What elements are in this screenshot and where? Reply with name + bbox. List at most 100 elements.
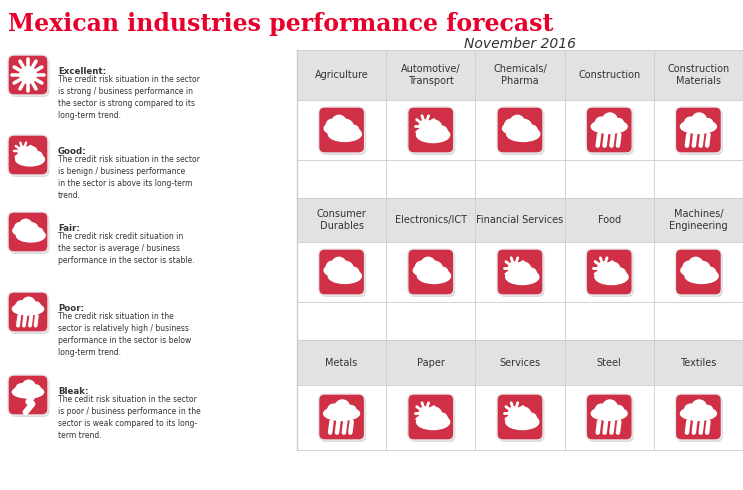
FancyBboxPatch shape (8, 135, 48, 175)
Circle shape (614, 406, 623, 416)
Circle shape (614, 268, 626, 279)
Circle shape (437, 268, 448, 278)
Bar (386, 198, 476, 242)
Circle shape (684, 117, 696, 129)
Bar (565, 340, 654, 385)
Ellipse shape (681, 120, 716, 133)
Circle shape (508, 407, 520, 419)
Circle shape (510, 115, 525, 129)
Bar (654, 100, 743, 160)
Ellipse shape (591, 120, 627, 133)
Circle shape (703, 406, 713, 416)
FancyBboxPatch shape (320, 396, 366, 442)
Text: Bleak:: Bleak: (58, 387, 88, 396)
FancyBboxPatch shape (408, 394, 454, 440)
Circle shape (519, 121, 529, 130)
FancyBboxPatch shape (499, 109, 545, 155)
FancyBboxPatch shape (499, 396, 545, 442)
Circle shape (504, 119, 516, 131)
Bar (476, 198, 565, 242)
Text: Excellent:: Excellent: (58, 67, 106, 76)
Text: Agriculture: Agriculture (315, 70, 369, 80)
Circle shape (603, 113, 617, 128)
Circle shape (510, 124, 522, 137)
Circle shape (331, 266, 344, 279)
Bar (476, 385, 565, 450)
FancyBboxPatch shape (675, 107, 721, 153)
FancyBboxPatch shape (8, 375, 48, 415)
Circle shape (436, 413, 447, 424)
FancyBboxPatch shape (319, 107, 365, 153)
Bar (476, 242, 565, 302)
FancyBboxPatch shape (10, 214, 50, 254)
Circle shape (525, 268, 536, 279)
Text: Financial Services: Financial Services (476, 215, 564, 225)
Circle shape (597, 267, 611, 280)
Bar (565, 50, 654, 100)
Text: The credit risk credit situation in
the sector is average / business
performance: The credit risk credit situation in the … (58, 232, 195, 265)
Ellipse shape (324, 122, 353, 135)
FancyBboxPatch shape (319, 394, 365, 440)
Bar (386, 340, 476, 385)
FancyBboxPatch shape (675, 249, 721, 295)
Circle shape (341, 121, 351, 130)
Circle shape (689, 257, 703, 271)
Circle shape (16, 384, 26, 394)
Ellipse shape (324, 407, 360, 420)
Circle shape (508, 262, 520, 274)
FancyBboxPatch shape (10, 57, 50, 97)
Circle shape (695, 261, 710, 277)
Text: Paper: Paper (417, 358, 445, 368)
Bar (297, 242, 386, 302)
Ellipse shape (595, 270, 628, 285)
FancyBboxPatch shape (320, 109, 366, 155)
Circle shape (346, 406, 356, 416)
Ellipse shape (681, 264, 710, 277)
Circle shape (421, 257, 435, 271)
FancyBboxPatch shape (8, 212, 48, 252)
Text: Fair:: Fair: (58, 224, 80, 233)
Circle shape (25, 223, 39, 237)
FancyBboxPatch shape (409, 396, 455, 442)
Ellipse shape (16, 229, 45, 242)
Ellipse shape (506, 415, 539, 430)
Text: Automotive/
Transport: Automotive/ Transport (401, 64, 461, 86)
Circle shape (516, 120, 532, 135)
Circle shape (595, 117, 607, 129)
Circle shape (415, 261, 427, 273)
FancyBboxPatch shape (408, 107, 454, 153)
FancyBboxPatch shape (8, 212, 48, 252)
Circle shape (335, 400, 350, 415)
Text: Electronics/ICT: Electronics/ICT (395, 215, 467, 225)
FancyBboxPatch shape (497, 249, 543, 295)
FancyBboxPatch shape (586, 107, 632, 153)
Bar (297, 50, 386, 100)
Circle shape (698, 263, 707, 272)
Bar (654, 385, 743, 450)
FancyBboxPatch shape (677, 109, 723, 155)
Circle shape (436, 126, 447, 137)
Circle shape (18, 150, 30, 162)
Text: Construction
Materials: Construction Materials (667, 64, 730, 86)
Ellipse shape (324, 264, 353, 277)
Circle shape (426, 120, 442, 136)
Bar (297, 385, 386, 450)
Circle shape (15, 222, 25, 233)
Ellipse shape (418, 269, 450, 283)
FancyBboxPatch shape (675, 107, 721, 153)
Circle shape (419, 412, 432, 425)
Text: Steel: Steel (597, 358, 622, 368)
Ellipse shape (685, 269, 718, 283)
FancyBboxPatch shape (319, 394, 365, 440)
Circle shape (328, 404, 340, 416)
FancyBboxPatch shape (675, 394, 721, 440)
Bar (654, 198, 743, 242)
Text: The credit risk situation in the sector
is benign / business performance
in the : The credit risk situation in the sector … (58, 155, 200, 200)
FancyBboxPatch shape (497, 107, 543, 153)
Circle shape (22, 297, 35, 310)
Circle shape (683, 261, 695, 273)
Circle shape (19, 219, 32, 231)
FancyBboxPatch shape (8, 55, 48, 95)
Ellipse shape (16, 153, 45, 166)
Circle shape (430, 263, 440, 272)
